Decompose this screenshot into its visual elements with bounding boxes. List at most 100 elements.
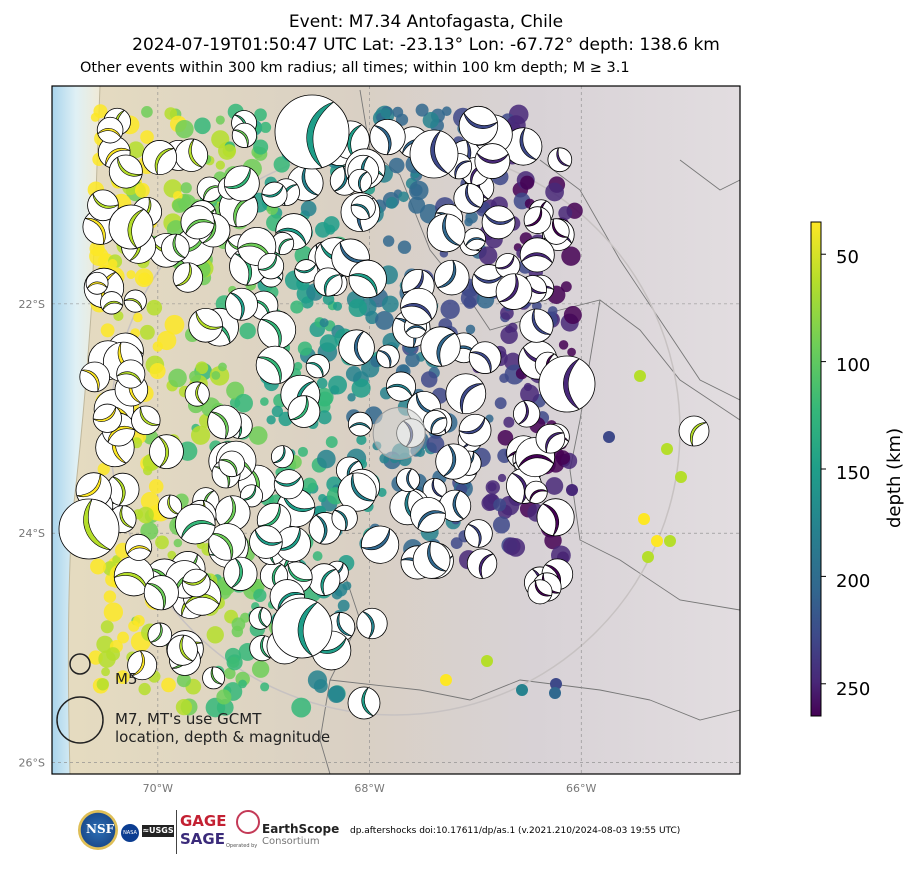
earthquake-dot bbox=[164, 314, 185, 335]
moment-tensor-beachball bbox=[123, 289, 147, 313]
earthquake-dot bbox=[478, 246, 498, 265]
moment-tensor-beachball bbox=[513, 400, 541, 428]
longitude-label: 68°W bbox=[354, 782, 384, 795]
earthquake-dot bbox=[332, 301, 343, 311]
earthquake-dot bbox=[180, 182, 192, 194]
moment-tensor-beachball bbox=[172, 262, 204, 293]
moment-tensor-beachball bbox=[524, 480, 548, 504]
moment-tensor-beachball bbox=[271, 597, 333, 659]
earthquake-dot bbox=[395, 113, 409, 126]
moment-tensor-beachball bbox=[396, 467, 421, 492]
earthquake-dot bbox=[503, 416, 515, 428]
earthquake-dot bbox=[550, 678, 562, 690]
earthquake-dot bbox=[388, 157, 405, 174]
moment-tensor-beachball bbox=[420, 326, 461, 367]
earthquake-dot bbox=[563, 305, 582, 325]
moment-tensor-beachball bbox=[348, 168, 373, 193]
earthquake-dot bbox=[189, 370, 201, 383]
nasa-logo: NASA bbox=[121, 824, 139, 842]
earthquake-dot bbox=[251, 660, 270, 678]
earthquake-dot bbox=[375, 310, 394, 330]
moment-tensor-beachball bbox=[274, 94, 350, 170]
moment-tensor-beachball bbox=[188, 307, 223, 343]
earthquake-dot bbox=[675, 471, 687, 483]
earthquake-dot bbox=[195, 361, 209, 375]
earthquake-dot bbox=[325, 224, 336, 235]
earthquake-dot bbox=[516, 684, 528, 696]
earthquake-dot bbox=[328, 375, 348, 395]
border-line bbox=[649, 699, 740, 721]
earthquake-dot bbox=[318, 493, 327, 503]
earthquake-dot bbox=[172, 198, 187, 213]
legend-m7-label: M7, MT's use GCMT bbox=[115, 710, 262, 728]
earthquake-dot bbox=[254, 108, 267, 122]
earthquake-dot bbox=[567, 347, 576, 357]
moment-tensor-beachball bbox=[337, 472, 377, 512]
earthquake-dot bbox=[134, 182, 150, 198]
earthquake-dot bbox=[499, 373, 509, 383]
usgs-logo: ≈USGS bbox=[142, 825, 174, 837]
earthquake-dot bbox=[175, 698, 193, 716]
earthquake-dot bbox=[460, 288, 480, 308]
moment-tensor-beachball bbox=[223, 165, 260, 202]
earthquake-dot bbox=[140, 130, 154, 144]
earthquake-dot bbox=[239, 322, 256, 340]
earthquake-dot bbox=[634, 370, 646, 382]
earthquake-dot bbox=[260, 397, 269, 406]
event-details: 2024-07-19T01:50:47 UTC Lat: -23.13° Lon… bbox=[132, 35, 720, 55]
earthquake-dot bbox=[211, 370, 221, 380]
moment-tensor-beachball bbox=[174, 503, 216, 545]
moment-tensor-beachball bbox=[313, 267, 343, 297]
earthquake-dot bbox=[503, 537, 521, 556]
legend-m7-note: location, depth & magnitude bbox=[115, 728, 331, 746]
earthquake-dot bbox=[90, 558, 106, 575]
earthquake-dot bbox=[381, 295, 399, 313]
moment-tensor-beachball bbox=[347, 411, 373, 437]
earthquake-dot bbox=[140, 491, 160, 511]
moment-tensor-beachball bbox=[87, 189, 119, 222]
earthscope-sub: Consortium bbox=[262, 836, 320, 847]
earthquake-dot bbox=[440, 674, 452, 686]
earthquake-dot bbox=[312, 551, 323, 561]
moment-tensor-beachball bbox=[231, 122, 258, 148]
moment-tensor-beachball bbox=[157, 494, 183, 519]
earthquake-dot bbox=[426, 435, 445, 454]
earthquake-dot bbox=[155, 535, 169, 550]
moment-tensor-beachball bbox=[400, 287, 438, 326]
earthquake-dot bbox=[651, 535, 663, 547]
moment-tensor-beachball bbox=[536, 498, 575, 537]
citation-text: dp.aftershocks doi:10.17611/dp/as.1 (v.2… bbox=[350, 826, 681, 836]
earthquake-dot bbox=[422, 112, 440, 129]
earthquake-dot bbox=[545, 182, 564, 202]
earthquake-dot bbox=[500, 326, 518, 345]
earthquake-dot bbox=[97, 462, 110, 476]
earthquake-dot bbox=[96, 678, 109, 691]
earthquake-dot bbox=[149, 363, 166, 380]
earthquake-dot bbox=[146, 299, 163, 316]
earthquake-dot bbox=[520, 384, 540, 404]
earthquake-dot bbox=[90, 112, 100, 122]
earthquake-dot bbox=[409, 180, 429, 201]
moment-tensor-beachball bbox=[149, 434, 184, 470]
earthquake-dot bbox=[226, 654, 243, 671]
moment-tensor-beachball bbox=[409, 129, 459, 179]
moment-tensor-beachball bbox=[181, 568, 211, 598]
earthquake-dot bbox=[218, 362, 227, 372]
mainshock-marker bbox=[372, 406, 426, 460]
moment-tensor-beachball bbox=[307, 563, 341, 596]
longitude-label: 66°W bbox=[566, 782, 596, 795]
moment-tensor-beachball bbox=[504, 127, 543, 166]
moment-tensor-beachball bbox=[376, 344, 400, 369]
earthquake-dot bbox=[253, 588, 267, 603]
moment-tensor-beachball bbox=[294, 259, 319, 284]
logo-divider bbox=[176, 810, 177, 854]
earthquake-dot bbox=[664, 535, 676, 547]
earthquake-dot bbox=[173, 538, 183, 548]
moment-tensor-beachball bbox=[463, 227, 486, 251]
earthquake-dot bbox=[440, 299, 460, 319]
moment-tensor-beachball bbox=[445, 373, 487, 415]
moment-tensor-beachball bbox=[184, 381, 210, 407]
earthquake-dot bbox=[317, 391, 333, 407]
moment-tensor-beachball bbox=[96, 116, 124, 144]
